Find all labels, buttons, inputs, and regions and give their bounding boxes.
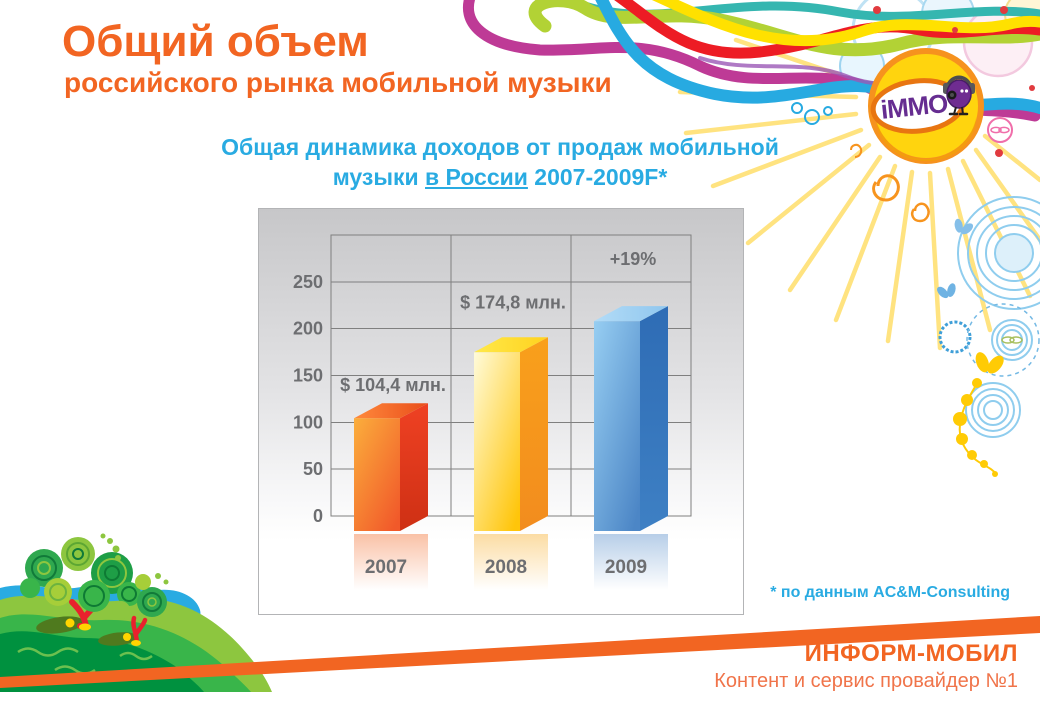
- immo-logo: iMMO: [866, 46, 988, 168]
- svg-text:2008: 2008: [485, 557, 527, 578]
- svg-text:100: 100: [293, 412, 323, 432]
- bar-chart: 0 50 100 150 200 250 $ 104,4 млн. $ 174,8 млн. +…: [293, 234, 692, 590]
- bubbles: [791, 102, 833, 125]
- chart-title: Общая динамика доходов от продаж мобильн…: [140, 132, 860, 192]
- svg-text:2007: 2007: [365, 557, 407, 578]
- tree-small: [112, 573, 169, 646]
- page-title: Общий объем: [62, 17, 369, 66]
- page-subtitle: российского рынка мобильной музыки: [64, 67, 612, 98]
- chart-panel: 0 50 100 150 200 250 $ 104,4 млн. $ 174,8 млн. +…: [258, 208, 744, 615]
- immo-logo-graphic: iMMO: [868, 48, 984, 164]
- svg-text:$ 174,8 млн.: $ 174,8 млн.: [460, 292, 566, 312]
- hill-mid: [0, 614, 251, 692]
- hill-light: [0, 595, 272, 692]
- chart-title-underlined: в России: [425, 164, 528, 190]
- svg-text:250: 250: [293, 272, 323, 292]
- water-wave: [0, 583, 201, 628]
- ground-ellipses: [36, 616, 138, 646]
- svg-text:200: 200: [293, 319, 323, 339]
- hill-dark: [0, 631, 204, 692]
- svg-text:+19%: +19%: [610, 249, 657, 269]
- svg-text:2009: 2009: [605, 557, 647, 578]
- chart-title-line1: Общая динамика доходов от продаж мобильн…: [221, 134, 779, 160]
- footer: ИНФОРМ-МОБИЛ Контент и сервис провайдер …: [714, 641, 1018, 693]
- source-footnote: * по данным AC&M-Consulting: [770, 584, 1010, 601]
- tree-large: [20, 533, 133, 631]
- svg-text:0: 0: [313, 506, 323, 526]
- butterflies: [937, 218, 1004, 374]
- chart-title-line2: музыки в России 2007-2009F*: [332, 164, 668, 190]
- hill-texture: [17, 647, 153, 675]
- svg-text:150: 150: [293, 366, 323, 386]
- svg-text:$ 104,4 млн.: $ 104,4 млн.: [340, 375, 446, 395]
- company-tagline: Контент и сервис провайдер №1: [714, 670, 1018, 692]
- svg-text:50: 50: [303, 459, 323, 479]
- lips-badge: [987, 117, 1013, 143]
- yellow-chain: [953, 378, 998, 477]
- blue-circles: [938, 196, 1040, 438]
- company-name: ИНФОРМ-МОБИЛ: [804, 640, 1018, 667]
